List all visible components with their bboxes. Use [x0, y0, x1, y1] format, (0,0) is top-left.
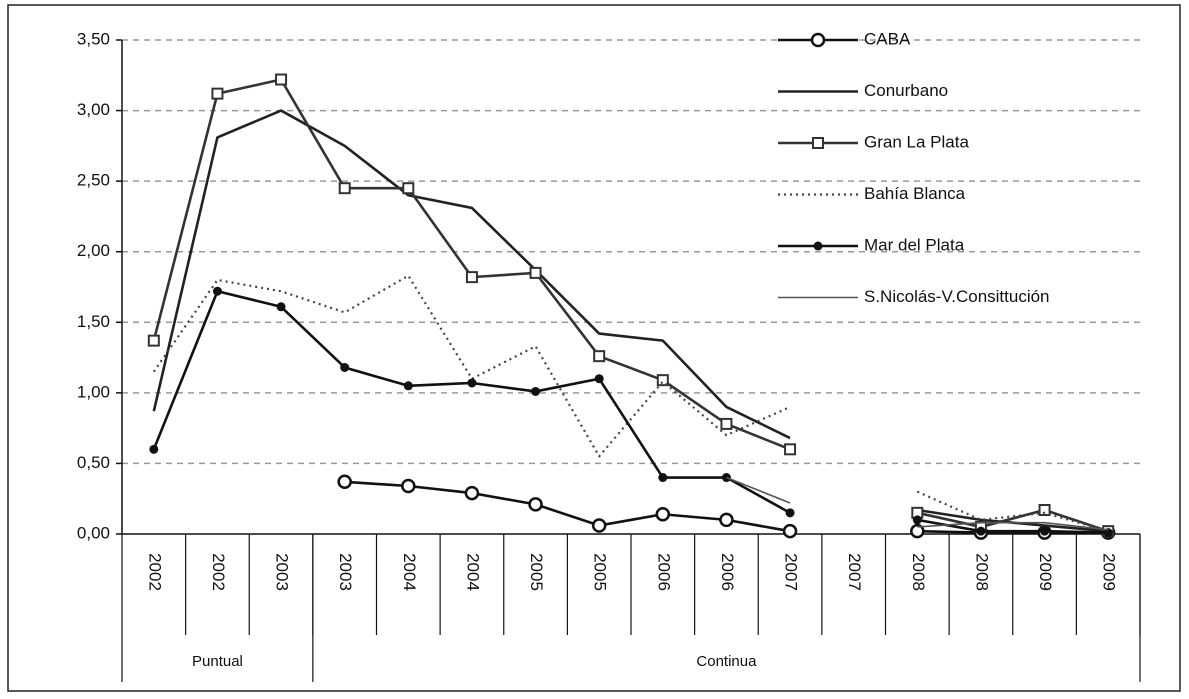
- point: [149, 444, 159, 454]
- point: [528, 497, 543, 512]
- x-tick-label: 2002: [145, 553, 164, 591]
- y-tick-label: 0,00: [77, 523, 110, 542]
- point: [910, 523, 925, 539]
- x-tick-label: 2008: [972, 553, 991, 591]
- series-line: [726, 476, 791, 504]
- point: [211, 87, 224, 100]
- series-line: [152, 109, 791, 440]
- point: [276, 302, 286, 312]
- series-line: [344, 480, 791, 533]
- y-tick-label: 2,00: [77, 241, 110, 260]
- y-tick-label: 0,50: [77, 453, 110, 472]
- legend-label: CABA: [864, 29, 911, 48]
- x-tick-label: 2006: [718, 553, 737, 591]
- point: [593, 350, 606, 363]
- x-tick-label: 2007: [845, 553, 864, 591]
- point: [656, 374, 669, 387]
- legend-label: Bahía Blanca: [864, 184, 966, 203]
- point: [785, 508, 795, 518]
- legend-label: Gran La Plata: [864, 132, 969, 151]
- point: [531, 386, 541, 396]
- x-tick-label: 2007: [782, 553, 801, 591]
- point: [464, 485, 480, 501]
- point: [782, 523, 798, 539]
- point: [1040, 526, 1050, 536]
- point: [529, 266, 542, 279]
- point: [912, 515, 922, 525]
- legend-label: Conurbano: [864, 81, 948, 100]
- point: [810, 32, 826, 48]
- x-tick-label: 2004: [463, 553, 482, 591]
- point: [338, 182, 351, 195]
- point: [655, 506, 671, 522]
- point: [784, 443, 797, 456]
- point: [658, 473, 668, 483]
- point: [401, 478, 416, 494]
- point: [719, 512, 734, 528]
- point: [976, 526, 986, 536]
- y-tick-label: 3,50: [77, 29, 110, 48]
- point: [1103, 528, 1113, 538]
- point: [467, 378, 477, 388]
- point: [720, 417, 733, 430]
- x-tick-label: 2009: [1036, 553, 1055, 591]
- point: [402, 182, 415, 195]
- y-tick-label: 2,50: [77, 171, 110, 190]
- point: [1038, 504, 1051, 517]
- x-tick-label: 2008: [909, 553, 928, 591]
- legend-label: Mar del Plata: [864, 235, 965, 254]
- point: [812, 137, 824, 149]
- point: [212, 286, 222, 296]
- x-tick-label: 2004: [400, 553, 419, 591]
- x-tick-label: 2003: [273, 553, 292, 591]
- point: [337, 474, 352, 490]
- x-tick-label: 2005: [527, 553, 546, 591]
- point: [275, 73, 288, 86]
- point: [403, 381, 413, 391]
- x-tick-label: 2003: [336, 553, 355, 591]
- point: [340, 362, 350, 372]
- point: [465, 271, 478, 284]
- x-tick-label: 2006: [654, 553, 673, 591]
- group-label: Puntual: [192, 653, 243, 670]
- legend-label: S.Nicolás-V.Consittución: [864, 287, 1050, 306]
- y-tick-label: 1,50: [77, 312, 110, 331]
- frame: [7, 4, 1181, 692]
- x-tick-label: 2005: [591, 553, 610, 591]
- series-line: [917, 508, 1109, 533]
- point: [591, 518, 607, 533]
- series-line: [152, 274, 791, 458]
- point: [147, 334, 160, 347]
- y-tick-label: 3,00: [77, 100, 110, 119]
- group-label: Continua: [696, 653, 757, 670]
- y-tick-label: 1,00: [77, 382, 110, 401]
- series-line: [917, 521, 1109, 531]
- x-tick-label: 2002: [209, 553, 228, 591]
- point: [594, 374, 604, 384]
- series-line: [152, 78, 791, 451]
- x-tick-label: 2009: [1100, 553, 1119, 591]
- point: [813, 241, 823, 251]
